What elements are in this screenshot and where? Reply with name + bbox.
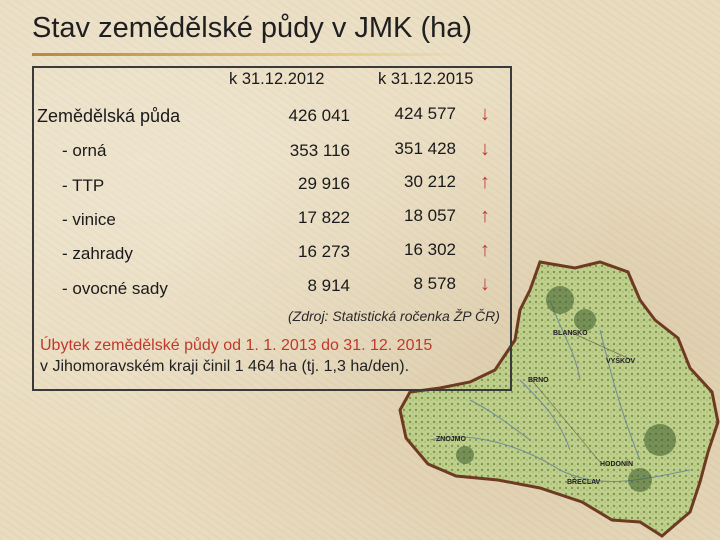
map-label-blansko: BLANSKO xyxy=(553,330,588,337)
summary-note: Úbytek zemědělské půdy od 1. 1. 2013 do … xyxy=(40,335,432,377)
map-label-znojmo: ZNOJMO xyxy=(436,436,466,443)
value-2012-vinice: 17 822 xyxy=(298,208,350,227)
trend-down-arrow-icon: ↓ xyxy=(480,138,490,160)
map-label-brno: BRNO xyxy=(528,377,549,384)
summary-line-2: v Jihomoravském kraji činil 1 464 ha (tj… xyxy=(40,358,410,375)
value-2012-zahrady: 16 273 xyxy=(298,242,350,261)
trend-down-arrow-icon: ↓ xyxy=(480,103,490,125)
value-2015-zahrady: 16 302 xyxy=(404,240,456,259)
map-label-hodonin: HODONÍN xyxy=(600,461,634,468)
title-underline xyxy=(32,53,467,56)
value-2012-orna: 353 116 xyxy=(289,141,350,160)
value-2012-ovocne-sady: 8 914 xyxy=(307,276,350,295)
column-header-2012: k 31.12.2012 xyxy=(229,70,325,88)
table-frame xyxy=(32,66,512,391)
value-2015-orna: 351 428 xyxy=(394,139,456,158)
row-label-ovocne-sady: - ovocné sady xyxy=(62,279,168,298)
trend-down-arrow-icon: ↓ xyxy=(480,273,490,295)
summary-line-1: Úbytek zemědělské půdy od 1. 1. 2013 do … xyxy=(40,337,433,354)
value-2015-vinice: 18 057 xyxy=(404,206,456,225)
page-title: Stav zemědělské půdy v JMK (ha) xyxy=(32,12,473,44)
trend-up-arrow-icon: ↑ xyxy=(480,205,490,227)
column-header-2015: k 31.12.2015 xyxy=(378,70,474,88)
row-label-vinice: - vinice xyxy=(62,210,116,229)
map-label-breclav: BŘECLAV xyxy=(567,479,601,486)
row-label-zemedelska-puda: Zemědělská půda xyxy=(37,106,181,126)
map-label-vyskov: VYŠKOV xyxy=(606,358,636,365)
source-note: (Zdroj: Statistická ročenka ŽP ČR) xyxy=(288,308,500,324)
value-2012-ttp: 29 916 xyxy=(298,174,350,193)
trend-up-arrow-icon: ↑ xyxy=(480,171,490,193)
value-2012-zemedelska-puda: 426 041 xyxy=(288,106,350,125)
row-label-zahrady: - zahrady xyxy=(62,244,133,263)
value-2015-zemedelska-puda: 424 577 xyxy=(394,104,456,123)
value-2015-ttp: 30 212 xyxy=(404,172,456,191)
row-label-orna: - orná xyxy=(62,141,107,160)
value-2015-ovocne-sady: 8 578 xyxy=(413,274,456,293)
region-outline xyxy=(398,260,720,538)
row-label-ttp: - TTP xyxy=(62,176,105,195)
trend-up-arrow-icon: ↑ xyxy=(480,239,490,261)
